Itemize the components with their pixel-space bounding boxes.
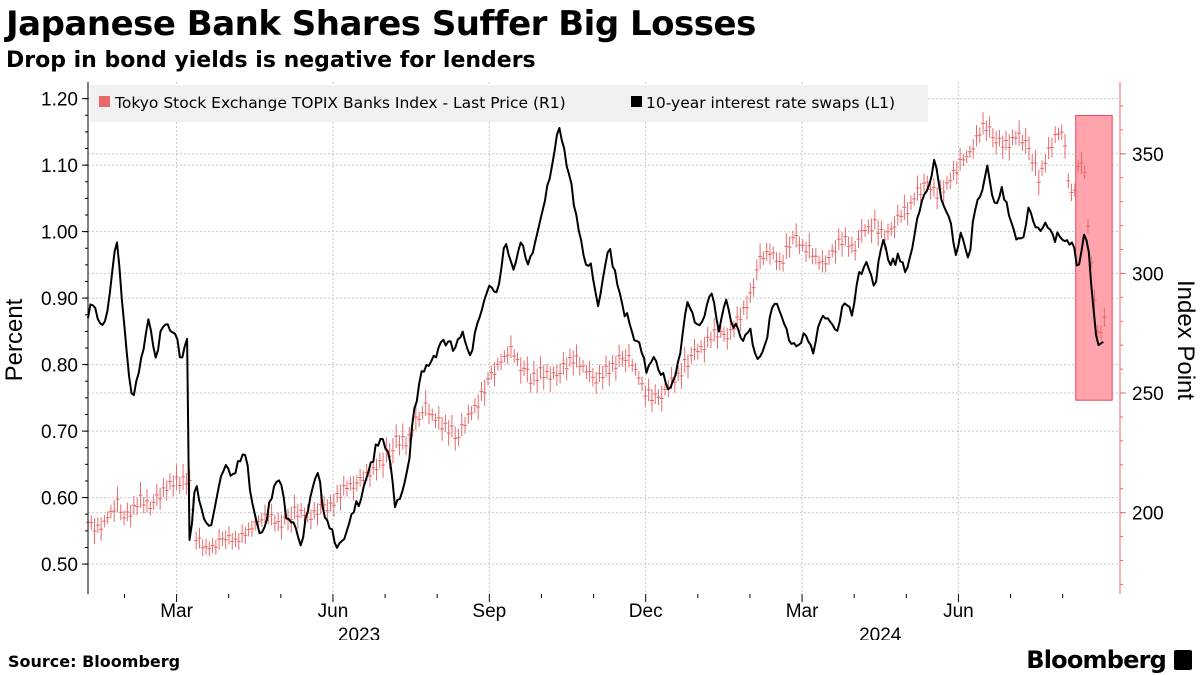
left-tick-label: 1.10 [41,156,78,177]
left-tick-label: 1.20 [41,90,78,111]
right-axis-ticks: 200 250 300 350 [1120,105,1164,585]
legend-background [90,85,928,122]
legend: Tokyo Stock Exchange TOPIX Banks Index -… [90,85,928,122]
swaps-series-line [87,127,1104,549]
x-axis-ticks: Mar Jun Sep Dec Mar Jun 2023 2024 [123,594,1064,640]
x-year-label: 2024 [859,625,902,640]
left-tick-label: 1.00 [41,223,78,244]
x-year-label: 2023 [338,625,380,640]
banks-index-series [86,112,1107,557]
right-tick-label: 350 [1132,145,1164,166]
grid [88,82,1120,594]
x-tick-label: Sep [472,601,506,622]
x-tick-label: Dec [629,601,663,622]
chart-title: Japanese Bank Shares Suffer Big Losses [6,4,756,44]
chart-subtitle: Drop in bond yields is negative for lend… [6,48,536,73]
right-tick-label: 200 [1132,504,1164,525]
left-tick-label: 0.60 [41,489,78,510]
bloomberg-terminal-icon [1174,650,1192,670]
axes [87,82,1121,594]
left-axis-title: Percent [1,298,28,381]
x-tick-label: Mar [786,601,819,622]
left-tick-label: 0.80 [41,356,78,377]
source-note: Source: Bloomberg [8,652,181,671]
legend-label-swaps: 10-year interest rate swaps (L1) [646,94,895,112]
x-tick-label: Mar [160,601,193,622]
x-tick-label: Jun [943,601,974,622]
right-tick-label: 300 [1132,264,1164,285]
right-axis-title: Index Point [1172,280,1199,400]
legend-swatch-banks [99,96,110,107]
bloomberg-logo: Bloomberg [1026,646,1167,674]
left-tick-label: 0.50 [41,555,78,576]
left-tick-label: 0.90 [41,289,78,310]
left-axis-ticks: 0.50 0.60 0.70 0.80 0.90 1.00 1.10 1.20 [41,90,88,576]
x-tick-label: Jun [318,601,349,622]
chart: 0.50 0.60 0.70 0.80 0.90 1.00 1.10 1.20 200 250 3… [1,82,1199,640]
right-tick-label: 250 [1132,384,1164,405]
left-tick-label: 0.70 [41,422,78,443]
legend-swatch-swaps [631,96,642,107]
legend-label-banks: Tokyo Stock Exchange TOPIX Banks Index -… [114,94,566,112]
highlight-band [1075,114,1113,401]
